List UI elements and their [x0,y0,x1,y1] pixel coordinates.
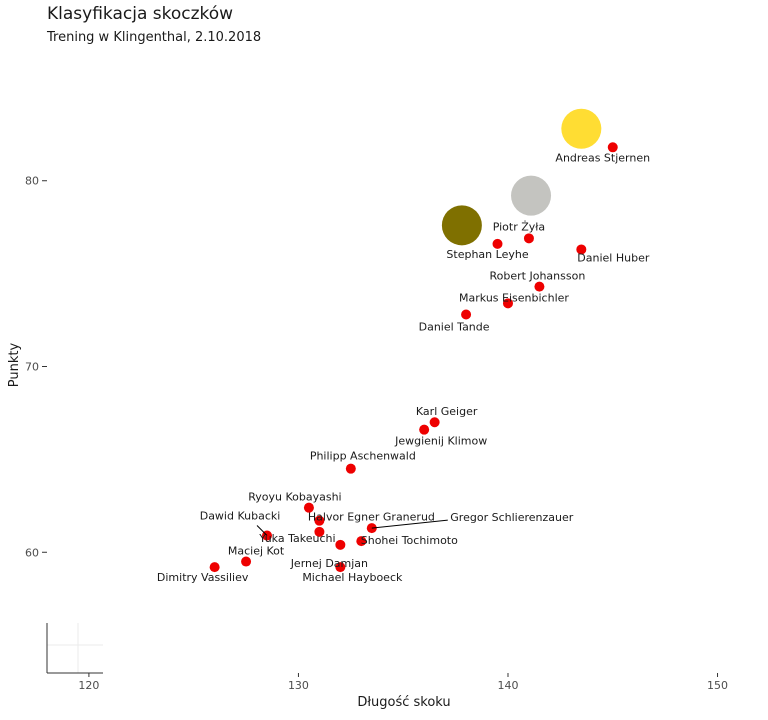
point-label: Halvor Egner Granerud [308,511,435,524]
y-tick-label: 60 [25,546,39,559]
data-point [314,526,325,537]
data-point [576,244,587,255]
data-point [492,238,503,249]
data-point [429,417,440,428]
point-label: Maciej Kot [228,545,285,558]
point-label: Markus Eisenbichler [459,291,569,304]
size-legend-box [46,623,103,674]
point-label: Michael Hayboeck [302,571,403,584]
data-point [314,515,325,526]
data-point [607,142,618,153]
point-label: Yuka Takeuchi [258,532,335,545]
data-point [534,281,545,292]
point-label: Jernej Damjan [290,557,368,570]
chart-title: Klasyfikacja skoczków [47,4,234,24]
point-label: Stephan Leyhe [446,248,528,261]
data-point [335,539,346,550]
ticks: 120 130 140 150 60 70 80 [25,175,728,692]
y-axis-title: Punkty [7,342,22,387]
x-axis-title: Długość skoku [357,695,450,710]
medal-bubble-1 [561,108,602,149]
data-point [502,298,513,309]
data-point [241,556,252,567]
y-tick-label: 80 [25,175,39,188]
data-point [461,309,472,320]
x-tick-label: 150 [707,679,728,692]
data-point [523,233,534,244]
x-tick-label: 120 [78,679,99,692]
point-label: Gregor Schlierenzauer [450,511,573,524]
chart-subtitle: Trening w Klingenthal, 2.10.2018 [47,30,262,45]
data-point [335,562,346,573]
point-label: Jewgienij Klimow [394,435,487,448]
y-tick-label: 70 [25,361,39,374]
x-tick-label: 130 [288,679,309,692]
point-label: Robert Johansson [490,270,586,283]
point-label: Ryoyu Kobayashi [248,491,341,504]
point-label: Karl Geiger [416,405,478,418]
data-point [419,424,430,435]
data-point [345,463,356,474]
data-point [209,562,220,573]
medal-bubble-3 [441,205,482,246]
point-label: Shohei Tochimoto [361,534,458,547]
leader-line [256,525,268,536]
x-tick-label: 140 [497,679,518,692]
marks [209,108,618,573]
point-label: Daniel Tande [419,320,490,333]
leader-line [371,519,448,529]
point-label: Dimitry Vassiliev [157,571,249,584]
point-label: Dawid Kubacki [200,510,281,523]
point-label: Daniel Huber [577,251,650,264]
point-label: Philipp Aschenwald [310,450,416,463]
data-point [356,536,367,547]
point-label: Andreas Stjernen [555,151,650,164]
medal-bubble-2 [511,175,552,216]
point-labels: Andreas Stjernen Piotr Żyła Stephan Leyhe D… [157,151,650,584]
data-point [303,502,314,513]
point-label: Piotr Żyła [493,220,545,233]
